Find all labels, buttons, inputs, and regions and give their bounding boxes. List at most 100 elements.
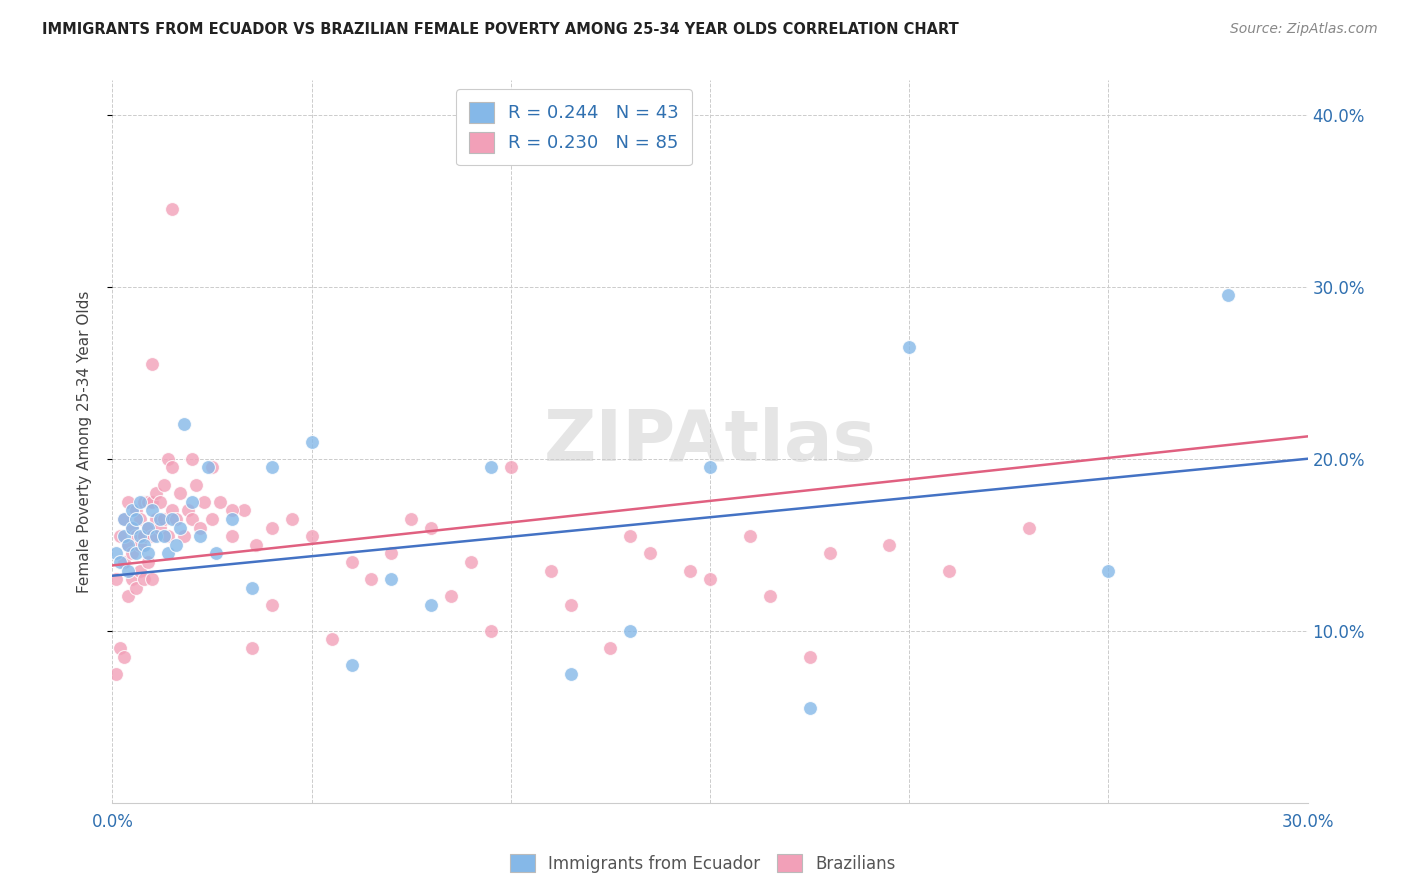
Point [479, 460, 502, 475]
Point [186, 477, 208, 491]
Point [201, 512, 224, 526]
Point [460, 555, 482, 569]
Point [162, 460, 183, 475]
Point [699, 572, 721, 586]
Point [879, 538, 901, 552]
Point [340, 555, 363, 569]
Point [121, 520, 143, 534]
Point [173, 529, 195, 543]
Point [145, 529, 167, 543]
Point [134, 494, 156, 508]
Point [134, 529, 156, 543]
Legend: Immigrants from Ecuador, Brazilians: Immigrants from Ecuador, Brazilians [503, 847, 903, 880]
Point [599, 640, 621, 655]
Point [759, 590, 782, 604]
Point [125, 546, 148, 560]
Point [301, 434, 323, 449]
Point [162, 503, 183, 517]
Point [420, 520, 443, 534]
Point [138, 546, 160, 560]
Point [110, 555, 132, 569]
Point [149, 512, 172, 526]
Point [799, 701, 821, 715]
Point [380, 572, 402, 586]
Point [201, 460, 224, 475]
Point [149, 520, 172, 534]
Point [129, 512, 152, 526]
Point [141, 529, 163, 543]
Point [125, 512, 148, 526]
Point [540, 564, 562, 578]
Point [380, 546, 402, 560]
Point [209, 494, 232, 508]
Point [157, 529, 180, 543]
Point [738, 529, 761, 543]
Point [560, 598, 582, 612]
Point [114, 555, 135, 569]
Point [153, 512, 176, 526]
Point [138, 520, 160, 534]
Point [117, 538, 139, 552]
Point [240, 640, 263, 655]
Point [679, 564, 702, 578]
Point [162, 202, 183, 217]
Point [110, 529, 132, 543]
Point [105, 666, 128, 681]
Point [1216, 288, 1239, 302]
Point [420, 598, 443, 612]
Point [401, 512, 423, 526]
Point [233, 503, 256, 517]
Point [165, 538, 187, 552]
Point [125, 581, 148, 595]
Point [117, 564, 139, 578]
Point [197, 460, 219, 475]
Point [181, 494, 204, 508]
Point [560, 666, 582, 681]
Point [114, 529, 135, 543]
Point [138, 555, 160, 569]
Point [479, 624, 502, 638]
Point [117, 494, 139, 508]
Text: ZIPAtlas: ZIPAtlas [544, 407, 876, 476]
Point [181, 512, 204, 526]
Point [301, 529, 323, 543]
Point [188, 520, 211, 534]
Point [818, 546, 841, 560]
Point [121, 572, 143, 586]
Point [165, 512, 187, 526]
Point [121, 520, 143, 534]
Point [134, 538, 156, 552]
Point [221, 512, 243, 526]
Point [157, 451, 180, 466]
Point [129, 538, 152, 552]
Point [221, 503, 243, 517]
Point [260, 520, 283, 534]
Point [1018, 520, 1040, 534]
Point [145, 486, 167, 500]
Point [149, 494, 172, 508]
Point [221, 529, 243, 543]
Point [169, 486, 191, 500]
Point [114, 512, 135, 526]
Point [125, 529, 148, 543]
Point [188, 529, 211, 543]
Text: IMMIGRANTS FROM ECUADOR VS BRAZILIAN FEMALE POVERTY AMONG 25-34 YEAR OLDS CORREL: IMMIGRANTS FROM ECUADOR VS BRAZILIAN FEM… [42, 22, 959, 37]
Point [440, 590, 463, 604]
Point [499, 460, 522, 475]
Point [281, 512, 304, 526]
Point [169, 520, 191, 534]
Point [340, 658, 363, 673]
Y-axis label: Female Poverty Among 25-34 Year Olds: Female Poverty Among 25-34 Year Olds [77, 291, 91, 592]
Point [162, 512, 183, 526]
Point [117, 590, 139, 604]
Point [181, 451, 204, 466]
Point [129, 529, 152, 543]
Point [114, 649, 135, 664]
Point [141, 357, 163, 371]
Point [1097, 564, 1119, 578]
Point [699, 460, 721, 475]
Point [145, 512, 167, 526]
Point [205, 546, 228, 560]
Point [898, 340, 921, 354]
Point [193, 494, 215, 508]
